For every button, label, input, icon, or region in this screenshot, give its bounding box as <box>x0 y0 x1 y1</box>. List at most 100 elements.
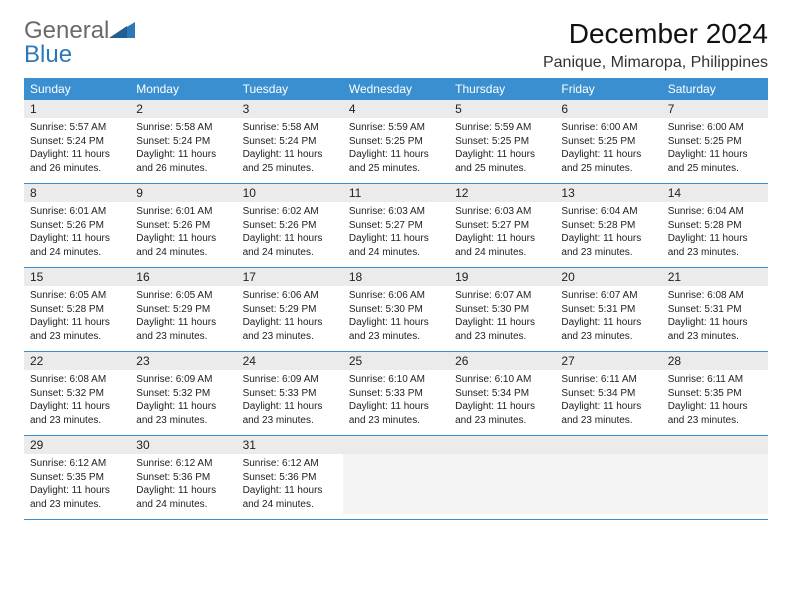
month-title: December 2024 <box>543 18 768 50</box>
daylight-line2: and 26 minutes. <box>136 162 230 176</box>
day-body: Sunrise: 6:09 AMSunset: 5:32 PMDaylight:… <box>130 370 236 435</box>
day-number: 23 <box>130 352 236 370</box>
daylight-line1: Daylight: 11 hours <box>136 316 230 330</box>
day-number: 31 <box>237 436 343 454</box>
day-number: 28 <box>662 352 768 370</box>
day-body: Sunrise: 6:06 AMSunset: 5:29 PMDaylight:… <box>237 286 343 351</box>
sunrise-text: Sunrise: 6:07 AM <box>561 289 655 303</box>
day-number <box>555 436 661 454</box>
daylight-line2: and 23 minutes. <box>136 414 230 428</box>
daylight-line2: and 24 minutes. <box>349 246 443 260</box>
day-number: 18 <box>343 268 449 286</box>
day-number: 1 <box>24 100 130 118</box>
day-body <box>343 454 449 514</box>
day-body: Sunrise: 6:05 AMSunset: 5:29 PMDaylight:… <box>130 286 236 351</box>
day-body: Sunrise: 6:09 AMSunset: 5:33 PMDaylight:… <box>237 370 343 435</box>
weekday-header: Sunday <box>24 78 130 100</box>
daylight-line1: Daylight: 11 hours <box>349 232 443 246</box>
daylight-line1: Daylight: 11 hours <box>455 148 549 162</box>
brand-logo: GeneralBlue <box>24 18 135 67</box>
daylight-line1: Daylight: 11 hours <box>136 232 230 246</box>
day-number <box>662 436 768 454</box>
sunset-text: Sunset: 5:35 PM <box>30 471 124 485</box>
calendar-cell: 24Sunrise: 6:09 AMSunset: 5:33 PMDayligh… <box>237 352 343 436</box>
sunrise-text: Sunrise: 6:06 AM <box>349 289 443 303</box>
calendar-cell: 8Sunrise: 6:01 AMSunset: 5:26 PMDaylight… <box>24 184 130 268</box>
sunset-text: Sunset: 5:28 PM <box>30 303 124 317</box>
daylight-line2: and 23 minutes. <box>243 414 337 428</box>
daylight-line1: Daylight: 11 hours <box>668 148 762 162</box>
sunset-text: Sunset: 5:33 PM <box>243 387 337 401</box>
daylight-line1: Daylight: 11 hours <box>349 316 443 330</box>
day-number: 7 <box>662 100 768 118</box>
sunrise-text: Sunrise: 6:03 AM <box>349 205 443 219</box>
sunset-text: Sunset: 5:26 PM <box>30 219 124 233</box>
calendar-cell: 29Sunrise: 6:12 AMSunset: 5:35 PMDayligh… <box>24 436 130 520</box>
sunset-text: Sunset: 5:28 PM <box>561 219 655 233</box>
calendar-body: 1Sunrise: 5:57 AMSunset: 5:24 PMDaylight… <box>24 100 768 520</box>
daylight-line1: Daylight: 11 hours <box>30 400 124 414</box>
calendar-cell: 17Sunrise: 6:06 AMSunset: 5:29 PMDayligh… <box>237 268 343 352</box>
day-number: 22 <box>24 352 130 370</box>
day-body: Sunrise: 6:07 AMSunset: 5:31 PMDaylight:… <box>555 286 661 351</box>
daylight-line1: Daylight: 11 hours <box>455 232 549 246</box>
sunset-text: Sunset: 5:34 PM <box>561 387 655 401</box>
day-number: 24 <box>237 352 343 370</box>
day-body: Sunrise: 6:01 AMSunset: 5:26 PMDaylight:… <box>24 202 130 267</box>
day-number: 20 <box>555 268 661 286</box>
daylight-line2: and 23 minutes. <box>561 246 655 260</box>
calendar-cell: 7Sunrise: 6:00 AMSunset: 5:25 PMDaylight… <box>662 100 768 184</box>
daylight-line1: Daylight: 11 hours <box>30 148 124 162</box>
day-number: 29 <box>24 436 130 454</box>
day-body: Sunrise: 6:00 AMSunset: 5:25 PMDaylight:… <box>555 118 661 183</box>
day-number: 3 <box>237 100 343 118</box>
sunset-text: Sunset: 5:35 PM <box>668 387 762 401</box>
sunrise-text: Sunrise: 5:58 AM <box>136 121 230 135</box>
daylight-line2: and 23 minutes. <box>30 498 124 512</box>
day-body: Sunrise: 6:11 AMSunset: 5:35 PMDaylight:… <box>662 370 768 435</box>
brand-word2: Blue <box>24 41 72 68</box>
daylight-line2: and 23 minutes. <box>668 246 762 260</box>
daylight-line2: and 25 minutes. <box>455 162 549 176</box>
sunrise-text: Sunrise: 6:05 AM <box>136 289 230 303</box>
daylight-line2: and 25 minutes. <box>668 162 762 176</box>
sunset-text: Sunset: 5:25 PM <box>668 135 762 149</box>
calendar-week: 8Sunrise: 6:01 AMSunset: 5:26 PMDaylight… <box>24 184 768 268</box>
daylight-line1: Daylight: 11 hours <box>668 400 762 414</box>
daylight-line2: and 23 minutes. <box>136 330 230 344</box>
sunset-text: Sunset: 5:36 PM <box>243 471 337 485</box>
day-body: Sunrise: 6:04 AMSunset: 5:28 PMDaylight:… <box>662 202 768 267</box>
sunset-text: Sunset: 5:26 PM <box>136 219 230 233</box>
day-body <box>555 454 661 514</box>
day-body: Sunrise: 6:11 AMSunset: 5:34 PMDaylight:… <box>555 370 661 435</box>
daylight-line2: and 24 minutes. <box>30 246 124 260</box>
daylight-line1: Daylight: 11 hours <box>455 400 549 414</box>
weekday-header: Tuesday <box>237 78 343 100</box>
sunset-text: Sunset: 5:33 PM <box>349 387 443 401</box>
sunrise-text: Sunrise: 6:11 AM <box>668 373 762 387</box>
sunset-text: Sunset: 5:31 PM <box>668 303 762 317</box>
calendar-cell: 10Sunrise: 6:02 AMSunset: 5:26 PMDayligh… <box>237 184 343 268</box>
calendar-cell: 4Sunrise: 5:59 AMSunset: 5:25 PMDaylight… <box>343 100 449 184</box>
sunrise-text: Sunrise: 6:11 AM <box>561 373 655 387</box>
calendar-cell: 26Sunrise: 6:10 AMSunset: 5:34 PMDayligh… <box>449 352 555 436</box>
daylight-line2: and 23 minutes. <box>455 414 549 428</box>
calendar-cell: 23Sunrise: 6:09 AMSunset: 5:32 PMDayligh… <box>130 352 236 436</box>
day-body: Sunrise: 6:12 AMSunset: 5:35 PMDaylight:… <box>24 454 130 519</box>
brand-logo-icon <box>109 17 135 44</box>
day-number <box>449 436 555 454</box>
daylight-line1: Daylight: 11 hours <box>243 316 337 330</box>
calendar-cell-empty <box>449 436 555 520</box>
sunrise-text: Sunrise: 6:01 AM <box>136 205 230 219</box>
day-body: Sunrise: 6:00 AMSunset: 5:25 PMDaylight:… <box>662 118 768 183</box>
day-body <box>449 454 555 514</box>
daylight-line1: Daylight: 11 hours <box>561 400 655 414</box>
calendar-cell: 28Sunrise: 6:11 AMSunset: 5:35 PMDayligh… <box>662 352 768 436</box>
daylight-line2: and 23 minutes. <box>561 414 655 428</box>
day-body: Sunrise: 5:58 AMSunset: 5:24 PMDaylight:… <box>130 118 236 183</box>
daylight-line1: Daylight: 11 hours <box>136 400 230 414</box>
daylight-line2: and 23 minutes. <box>30 414 124 428</box>
sunset-text: Sunset: 5:24 PM <box>136 135 230 149</box>
sunset-text: Sunset: 5:29 PM <box>243 303 337 317</box>
sunset-text: Sunset: 5:32 PM <box>30 387 124 401</box>
